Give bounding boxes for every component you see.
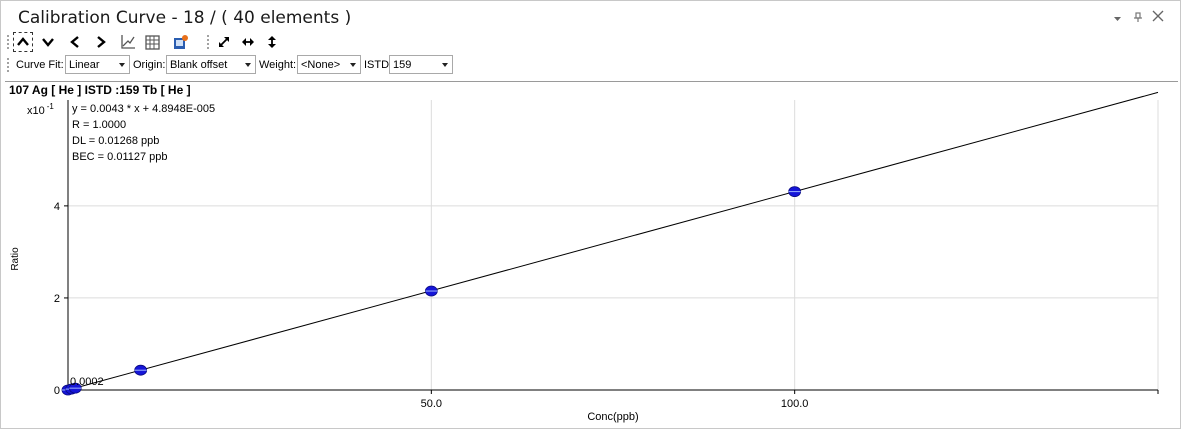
horizontal-arrows-icon[interactable]	[238, 32, 258, 52]
calibration-chart[interactable]: 50.0 100.0 0 2 4 x10 -1 y = 0.0043 * x + 4.89…	[5, 82, 1178, 427]
y-tick-label: 2	[54, 293, 60, 305]
options-grip[interactable]	[6, 57, 10, 73]
weight-value: <None>	[301, 59, 341, 71]
bec-text: BEC = 0.01127 ppb	[72, 151, 168, 163]
origin-label: Origin:	[133, 59, 166, 71]
fit-line	[67, 91, 1159, 391]
origin-select[interactable]: Blank offset	[166, 55, 256, 74]
chevron-right-icon[interactable]	[91, 32, 111, 52]
expand-icon[interactable]	[214, 32, 234, 52]
istd-label: ISTD:	[364, 59, 393, 71]
istd-value: 159	[393, 59, 412, 71]
plot-header: 107 Ag [ He ] ISTD :159 Tb [ He ]	[9, 83, 191, 97]
y-tick-label: 4	[54, 201, 60, 213]
chevron-down-icon[interactable]	[38, 32, 58, 52]
dropdown-menu-icon[interactable]	[1113, 11, 1122, 26]
grid-icon[interactable]	[142, 32, 162, 52]
y-axis-label: Ratio	[10, 247, 21, 271]
title-bar: Calibration Curve - 18 / ( 40 elements )	[1, 1, 1180, 33]
close-icon[interactable]	[1152, 10, 1164, 25]
weight-label: Weight:	[259, 59, 297, 71]
curve-fit-label: Curve Fit:	[16, 59, 64, 71]
chevron-left-icon[interactable]	[65, 32, 85, 52]
export-icon[interactable]	[171, 32, 191, 52]
r-value-text: R = 1.0000	[72, 119, 126, 131]
point-value-label: 0.0002	[70, 376, 104, 388]
pin-icon[interactable]	[1133, 11, 1143, 26]
options-bar: Curve Fit: Linear Origin: Blank offset W…	[5, 54, 1175, 76]
chevron-down-icon	[350, 63, 356, 67]
chevron-down-icon	[245, 63, 251, 67]
plot-area: 107 Ag [ He ] ISTD :159 Tb [ He ] 50.0 10…	[5, 81, 1178, 427]
x-tick-label: 50.0	[421, 398, 442, 410]
curve-fit-select[interactable]: Linear	[65, 55, 130, 74]
x-axis-label: Conc(ppb)	[587, 411, 638, 423]
equation-text: y = 0.0043 * x + 4.8948E-005	[72, 103, 215, 115]
multiplier-label: x10 -1	[27, 102, 54, 117]
toolbar-grip-2[interactable]	[206, 34, 210, 50]
toolbar	[5, 31, 1175, 53]
origin-value: Blank offset	[170, 59, 228, 71]
istd-select[interactable]: 159	[389, 55, 453, 74]
y-tick-label: 0	[54, 385, 60, 397]
vertical-arrows-icon[interactable]	[262, 32, 282, 52]
window-title: Calibration Curve - 18 / ( 40 elements )	[18, 8, 352, 28]
weight-select[interactable]: <None>	[297, 55, 361, 74]
chart-icon[interactable]	[118, 32, 138, 52]
toolbar-grip[interactable]	[6, 34, 10, 50]
chevron-up-icon[interactable]	[13, 32, 33, 52]
chevron-down-icon	[442, 63, 448, 67]
dl-text: DL = 0.01268 ppb	[72, 135, 159, 147]
curve-fit-value: Linear	[69, 59, 100, 71]
x-tick-label: 100.0	[781, 398, 809, 410]
chevron-down-icon	[119, 63, 125, 67]
